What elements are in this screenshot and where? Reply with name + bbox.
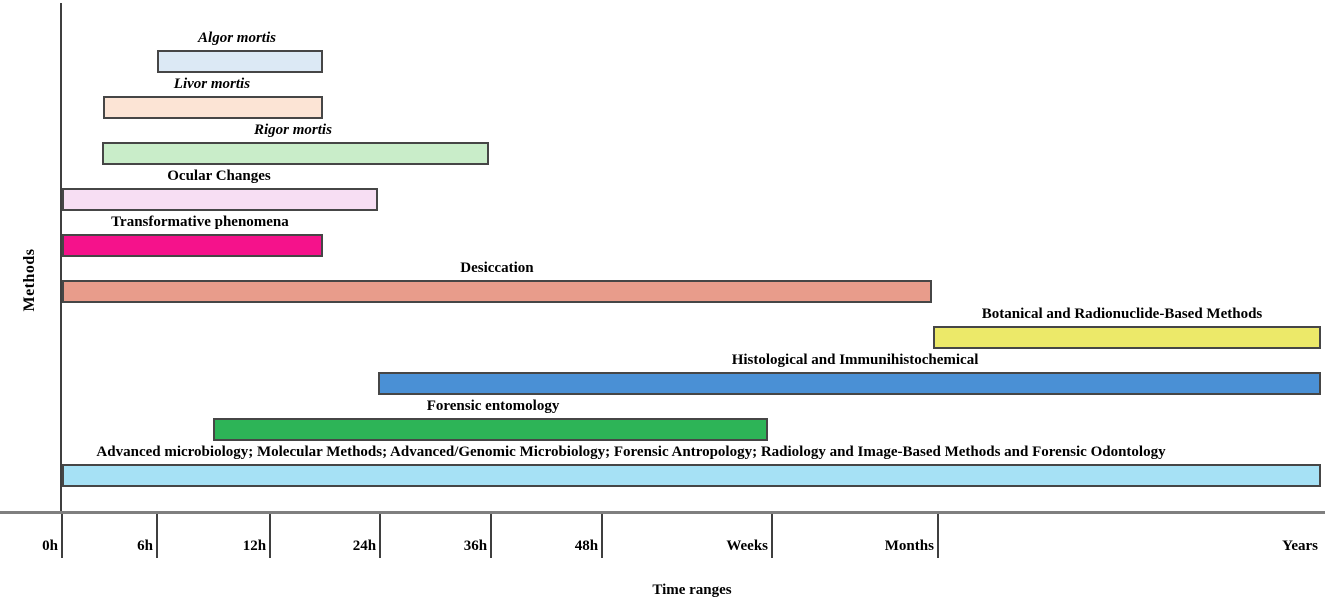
bar-label-forensic-entomology: Forensic entomology — [426, 398, 560, 414]
tick-label-12h: 12h — [242, 538, 267, 554]
tick-label-years: Years — [1282, 538, 1318, 554]
tick-label-weeks: Weeks — [726, 538, 769, 554]
bar-forensic-entomology — [212, 418, 768, 441]
bar-advanced-microbiology-group — [62, 464, 1321, 487]
tick-line-6h — [156, 514, 158, 558]
tick-line-48h — [601, 514, 604, 558]
tick-label-0h: 0h — [42, 538, 58, 554]
tick-label-48h: 48h — [574, 538, 599, 554]
bar-label-desiccation: Desiccation — [460, 260, 534, 276]
tick-line-12h — [269, 514, 272, 558]
tick-line-weeks — [771, 514, 773, 558]
tick-line-24h — [379, 514, 382, 558]
tick-label-6h: 6h — [137, 538, 154, 554]
bar-label-histological-immunihistochemical: Histological and Immunihistochemical — [731, 352, 979, 368]
x-axis-title: Time ranges — [652, 582, 732, 598]
y-axis-line — [60, 3, 62, 513]
bar-transformative-phenomena — [62, 234, 323, 257]
bar-label-transformative-phenomena: Transformative phenomena — [111, 214, 289, 230]
y-axis-title: Methods — [21, 248, 38, 312]
tick-line-36h — [490, 514, 493, 558]
tick-line-0h — [61, 514, 63, 558]
bar-histological-immunihistochemical — [378, 372, 1321, 395]
tick-line-months — [936, 514, 939, 558]
bar-label-advanced-microbiology-group: Advanced microbiology; Molecular Methods… — [96, 444, 1166, 460]
bar-label-algor-mortis: Algor mortis — [198, 30, 276, 46]
bar-ocular-changes — [62, 188, 378, 211]
bar-rigor-mortis — [101, 142, 489, 165]
bar-botanical-radionuclide — [933, 326, 1321, 349]
tick-label-months: Months — [884, 538, 934, 554]
tick-label-24h: 24h — [352, 538, 377, 554]
bar-livor-mortis — [102, 96, 323, 119]
x-axis-line — [0, 511, 1325, 514]
bar-label-rigor-mortis: Rigor mortis — [253, 122, 332, 138]
bar-label-botanical-radionuclide: Botanical and Radionuclide-Based Methods — [981, 306, 1263, 322]
bar-desiccation — [62, 280, 933, 303]
bar-label-livor-mortis: Livor mortis — [173, 76, 251, 92]
bar-label-ocular-changes: Ocular Changes — [167, 168, 271, 184]
bar-algor-mortis — [157, 50, 323, 73]
tick-label-36h: 36h — [463, 538, 488, 554]
